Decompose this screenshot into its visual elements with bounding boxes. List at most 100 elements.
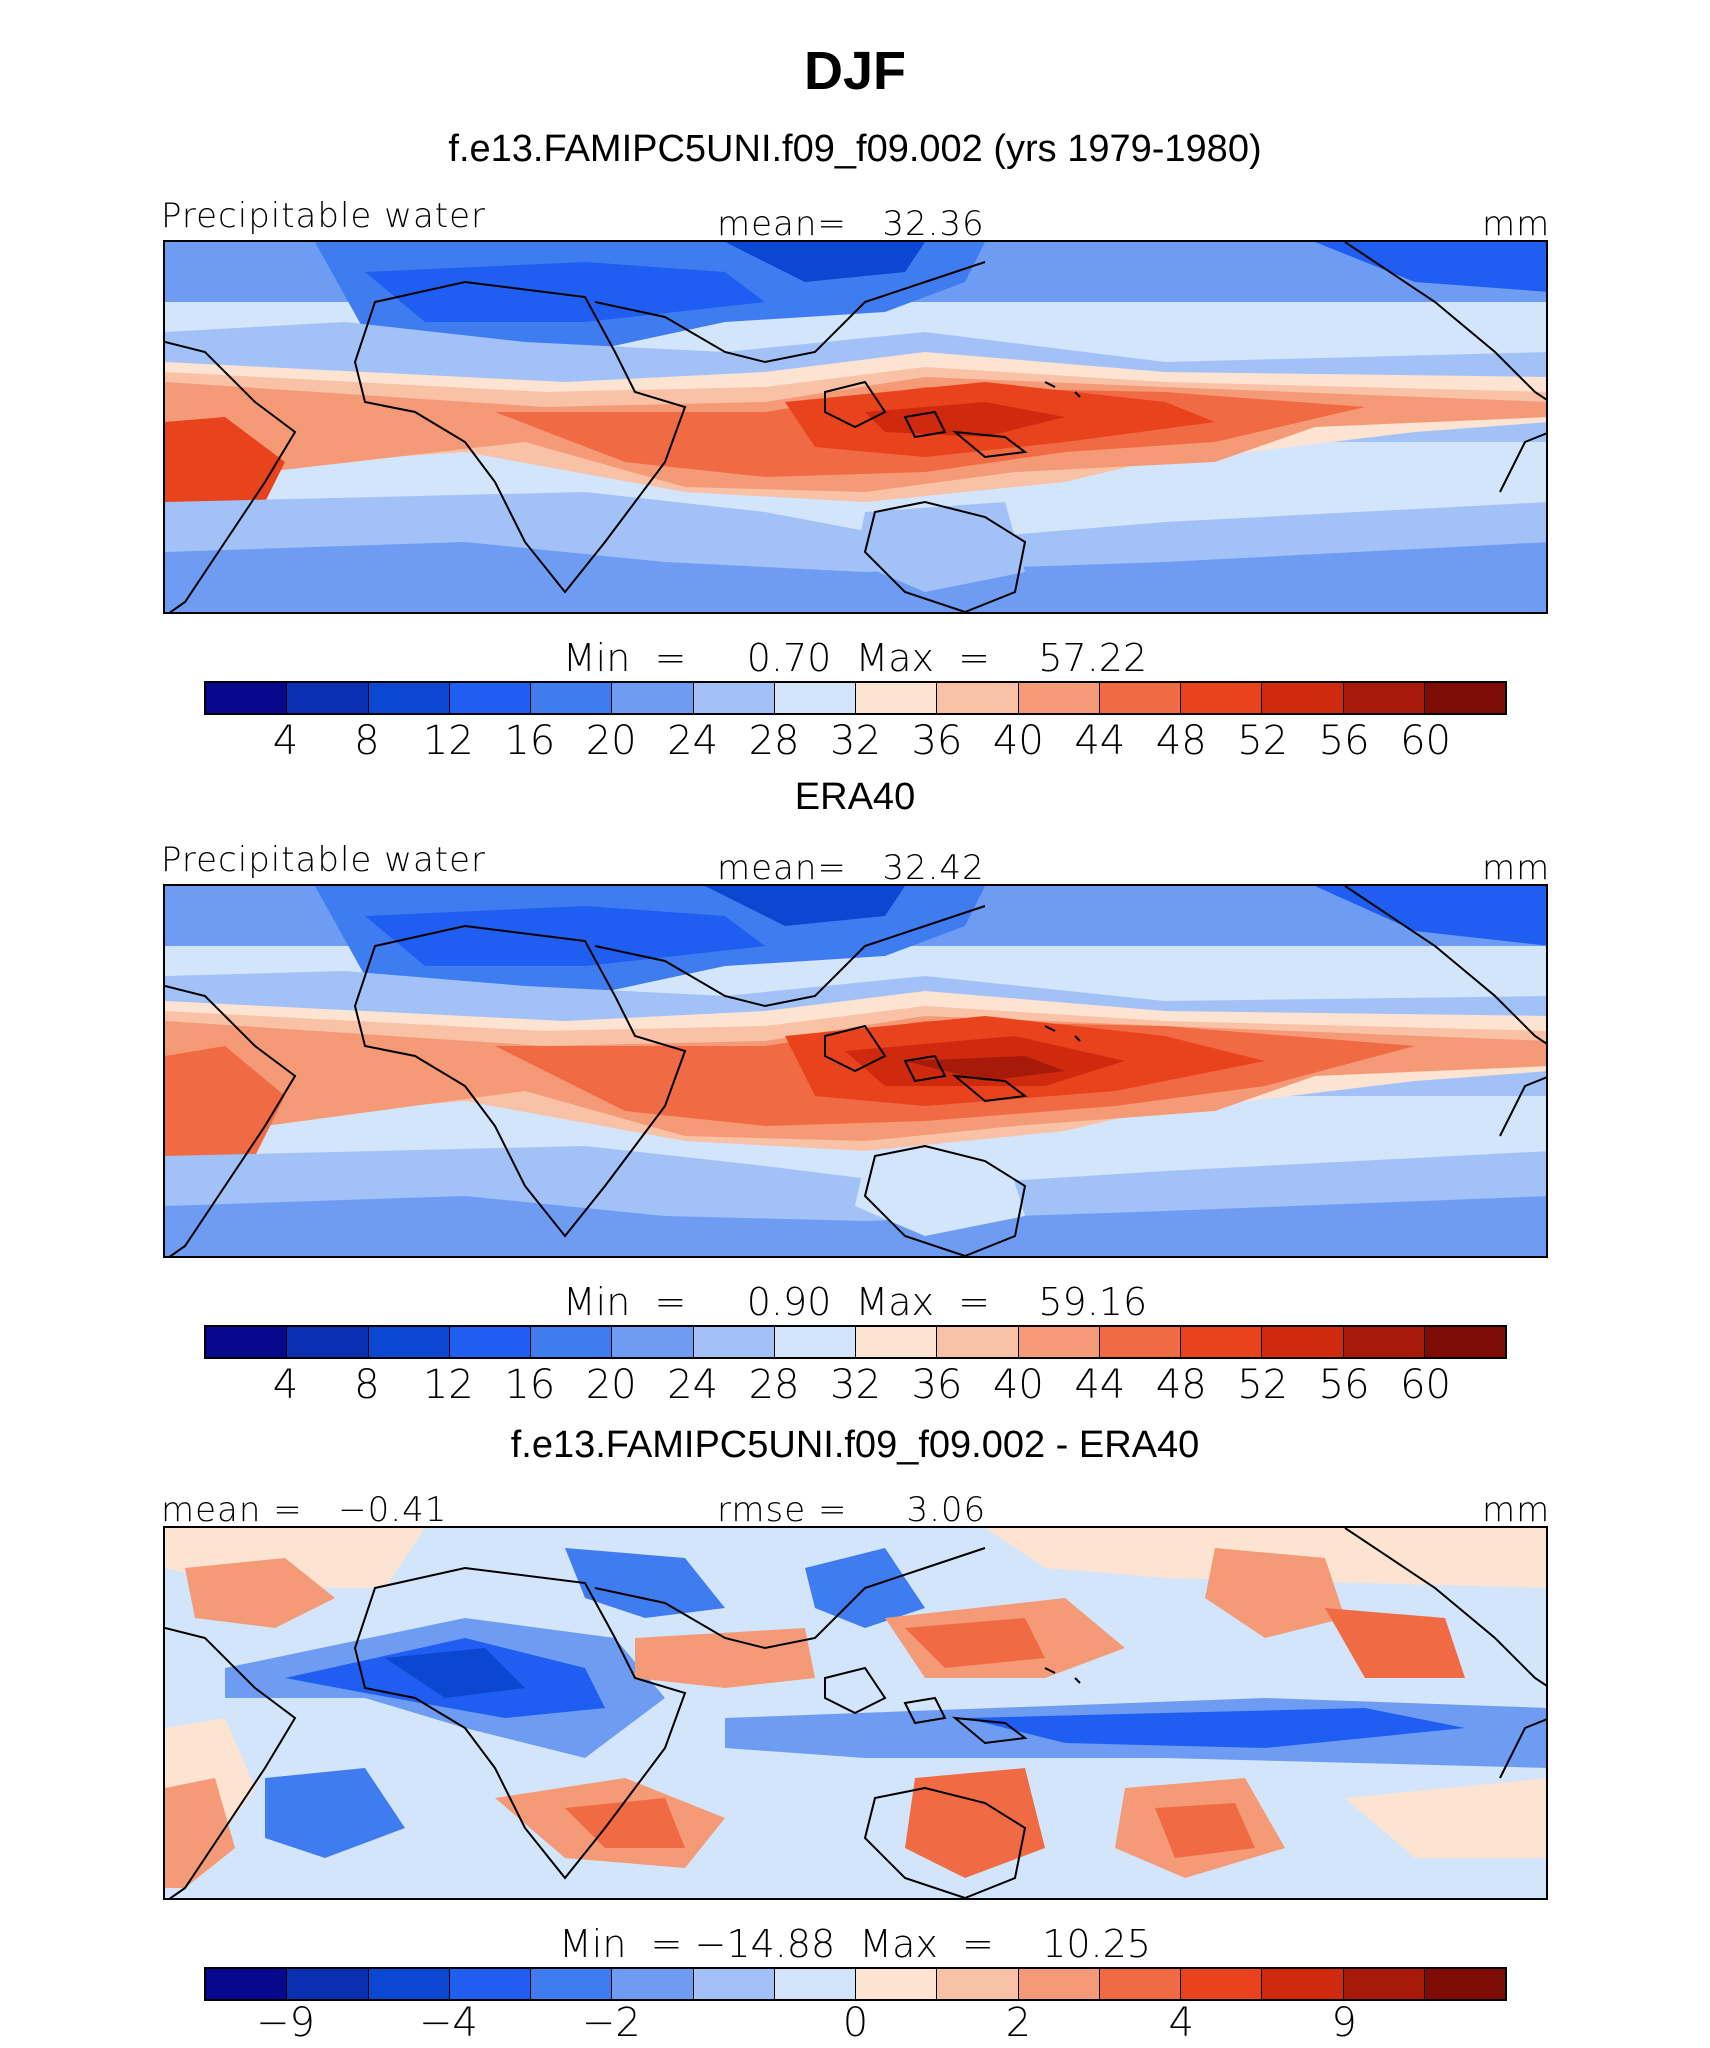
colorbar-bin [1099, 683, 1181, 713]
panel-1-contour-field [165, 242, 1546, 612]
colorbar-bin [937, 683, 1019, 713]
colorbar-tick-label: 44 [1074, 718, 1126, 764]
colorbar-bin [449, 1969, 531, 1999]
colorbar-bin [1343, 1327, 1425, 1357]
colorbar-bin [1262, 683, 1344, 713]
panel-3-subtitle: f.e13.FAMIPC5UNI.f09_f09.002 - ERA40 [510, 1424, 1200, 1466]
colorbar-tick-label: 20 [585, 718, 637, 764]
colorbar-bin [937, 1969, 1019, 1999]
colorbar-bin [1018, 1969, 1100, 1999]
panel-1-colorbar [204, 681, 1507, 715]
colorbar-bin [1343, 1969, 1425, 1999]
colorbar-tick-label: −9 [255, 2000, 315, 2046]
colorbar-tick-label: 4 [272, 718, 299, 764]
colorbar-bin [449, 1327, 531, 1357]
colorbar-tick-label: 48 [1155, 1362, 1207, 1408]
colorbar-bin [1181, 1327, 1263, 1357]
colorbar-tick-label: 52 [1237, 718, 1289, 764]
colorbar-bin [774, 1327, 856, 1357]
colorbar-bin [1262, 1327, 1344, 1357]
panel-3-colorbar [204, 1967, 1507, 2001]
panel-1-mean-label: mean= 32.36 [717, 204, 985, 244]
colorbar-bin [1181, 1969, 1263, 1999]
colorbar-bin [531, 1327, 613, 1357]
colorbar-bin [774, 683, 856, 713]
colorbar-bin [206, 683, 288, 713]
colorbar-bin [368, 1327, 450, 1357]
colorbar-bin [693, 1969, 775, 1999]
panel-1-variable-label: Precipitable water [161, 196, 487, 236]
colorbar-bin [693, 683, 775, 713]
colorbar-bin [1099, 1327, 1181, 1357]
panel-1-min-max: Min = 0.70 Max = 57.22 [562, 636, 1148, 680]
colorbar-bin [774, 1969, 856, 1999]
colorbar-bin [206, 1327, 288, 1357]
colorbar-bin [531, 1969, 613, 1999]
colorbar-tick-label: 32 [830, 1362, 881, 1408]
panel-2-map [163, 884, 1548, 1258]
colorbar-tick-label: 20 [585, 1362, 637, 1408]
panel-3-units-label: mm [1482, 1490, 1551, 1530]
panel-2-mean-label: mean= 32.42 [717, 848, 985, 888]
colorbar-bin [1262, 1969, 1344, 1999]
colorbar-tick-label: 12 [422, 718, 474, 764]
panel-3-mean-label: mean = −0.41 [161, 1490, 448, 1530]
panel-3-rmse-label: rmse = 3.06 [717, 1490, 987, 1530]
colorbar-tick-label: −2 [581, 2000, 641, 2046]
colorbar-tick-label: 56 [1318, 718, 1370, 764]
colorbar-tick-label: 40 [992, 718, 1044, 764]
colorbar-tick-label: 56 [1318, 1362, 1370, 1408]
colorbar-tick-label: 2 [1005, 2000, 1032, 2046]
colorbar-bin [856, 683, 938, 713]
colorbar-bin [612, 1969, 694, 1999]
colorbar-tick-label: 24 [667, 1362, 719, 1408]
colorbar-tick-label: 28 [748, 1362, 800, 1408]
panel-2-colorbar [204, 1325, 1507, 1359]
colorbar-bin [612, 683, 694, 713]
panel-1-colorbar-ticks: 4 8 12 16 20 24 28 32 36 40 44 48 52 56 60 [204, 718, 1507, 764]
colorbar-bin [206, 1969, 288, 1999]
colorbar-bin [1343, 683, 1425, 713]
colorbar-bin [287, 683, 369, 713]
colorbar-bin [287, 1327, 369, 1357]
colorbar-tick-label: 36 [911, 1362, 963, 1408]
colorbar-bin [1099, 1969, 1181, 1999]
colorbar-tick-label: 4 [1168, 2000, 1194, 2046]
colorbar-tick-label: 36 [911, 718, 963, 764]
colorbar-bin [937, 1327, 1019, 1357]
panel-2-variable-label: Precipitable water [161, 840, 487, 880]
colorbar-bin [693, 1327, 775, 1357]
colorbar-bin [531, 683, 613, 713]
colorbar-tick-label: −4 [418, 2000, 478, 2046]
colorbar-tick-label: 48 [1155, 718, 1207, 764]
panel-2-colorbar-ticks: 4 8 12 16 20 24 28 32 36 40 44 48 52 56 60 [204, 1362, 1507, 1408]
colorbar-tick-label: 60 [1400, 1362, 1452, 1408]
colorbar-tick-label: 24 [667, 718, 719, 764]
panel-3-map [163, 1526, 1548, 1900]
panel-1-subtitle: f.e13.FAMIPC5UNI.f09_f09.002 (yrs 1979-1… [448, 128, 1262, 170]
panel-3-min-max: Min = −14.88 Max = 10.25 [559, 1922, 1151, 1966]
colorbar-tick-label: 9 [1331, 2000, 1357, 2046]
panel-1-map [163, 240, 1548, 614]
panel-3-colorbar-ticks: −9 −4 −2 0 2 4 9 [204, 2000, 1507, 2046]
colorbar-bin [1424, 1969, 1505, 1999]
colorbar-bin [1181, 683, 1263, 713]
colorbar-bin [856, 1327, 938, 1357]
colorbar-tick-label: 40 [992, 1362, 1044, 1408]
colorbar-tick-label: 4 [272, 1362, 299, 1408]
panel-2-subtitle: ERA40 [794, 776, 916, 818]
colorbar-tick-label: 28 [748, 718, 800, 764]
colorbar-bin [1018, 1327, 1100, 1357]
colorbar-tick-label: 32 [830, 718, 881, 764]
colorbar-bin [368, 1969, 450, 1999]
colorbar-bin [368, 683, 450, 713]
colorbar-bin [1424, 1327, 1505, 1357]
colorbar-tick-label: 16 [504, 1362, 556, 1408]
colorbar-tick-label: 52 [1237, 1362, 1289, 1408]
colorbar-tick-label: 44 [1074, 1362, 1126, 1408]
colorbar-tick-label: 0 [842, 2000, 869, 2046]
figure-title: DJF [803, 41, 906, 101]
colorbar-bin [287, 1969, 369, 1999]
panel-2-contour-field [165, 886, 1546, 1256]
